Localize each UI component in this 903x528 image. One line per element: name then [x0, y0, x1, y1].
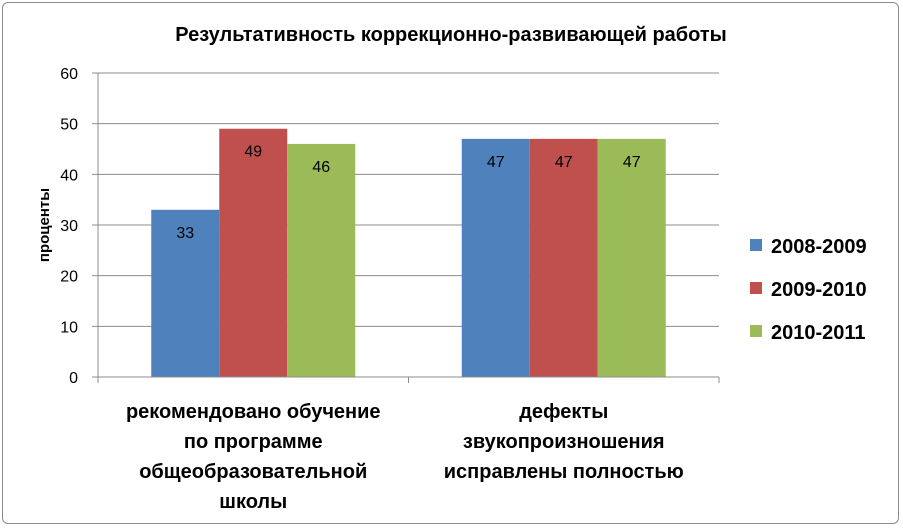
y-tick-label: 0 — [69, 370, 78, 387]
y-tick-label: 20 — [60, 269, 78, 286]
legend-label: 2009-2010 — [771, 279, 867, 301]
data-label: 47 — [487, 154, 505, 171]
bar — [597, 138, 666, 377]
legend-label: 2008-2009 — [771, 236, 867, 258]
x-category-label: школы — [219, 491, 287, 513]
x-category-label: исправлены полностью — [444, 461, 684, 483]
bar — [461, 138, 530, 377]
legend-swatch — [750, 325, 762, 337]
bars — [151, 128, 666, 377]
x-category-label: дефекты — [519, 401, 608, 423]
legend: 2008-2009 2009-2010 2010-2011 — [750, 236, 867, 344]
data-label: 47 — [623, 154, 641, 171]
data-label: 47 — [555, 154, 573, 171]
bar — [287, 143, 356, 377]
axes: 0 10 20 30 40 50 60 рекомендовано обучение по пр… — [60, 66, 720, 513]
x-category-label: общеобразовательной — [139, 461, 367, 483]
y-tick-label: 40 — [60, 167, 78, 184]
bar — [219, 128, 288, 377]
bar — [529, 138, 598, 377]
y-tick-label: 10 — [60, 319, 78, 336]
data-label: 33 — [176, 225, 194, 242]
legend-label: 2010-2011 — [771, 322, 866, 344]
chart-title: Результативность коррекционно-развивающе… — [175, 24, 726, 46]
y-tick-label: 30 — [60, 218, 78, 235]
x-category-label: рекомендовано обучение — [126, 401, 381, 423]
data-labels: 33 49 46 47 47 47 — [176, 144, 640, 242]
x-category-label: по программе — [184, 431, 323, 453]
legend-swatch — [750, 239, 762, 251]
y-tick-label: 60 — [60, 66, 78, 83]
bar — [151, 209, 220, 377]
data-label: 49 — [244, 144, 262, 161]
x-category-label: звукопроизношения — [463, 431, 665, 453]
y-axis-label: проценты — [36, 188, 53, 262]
y-tick-label: 50 — [60, 117, 78, 134]
legend-swatch — [750, 282, 762, 294]
data-label: 46 — [312, 159, 330, 176]
